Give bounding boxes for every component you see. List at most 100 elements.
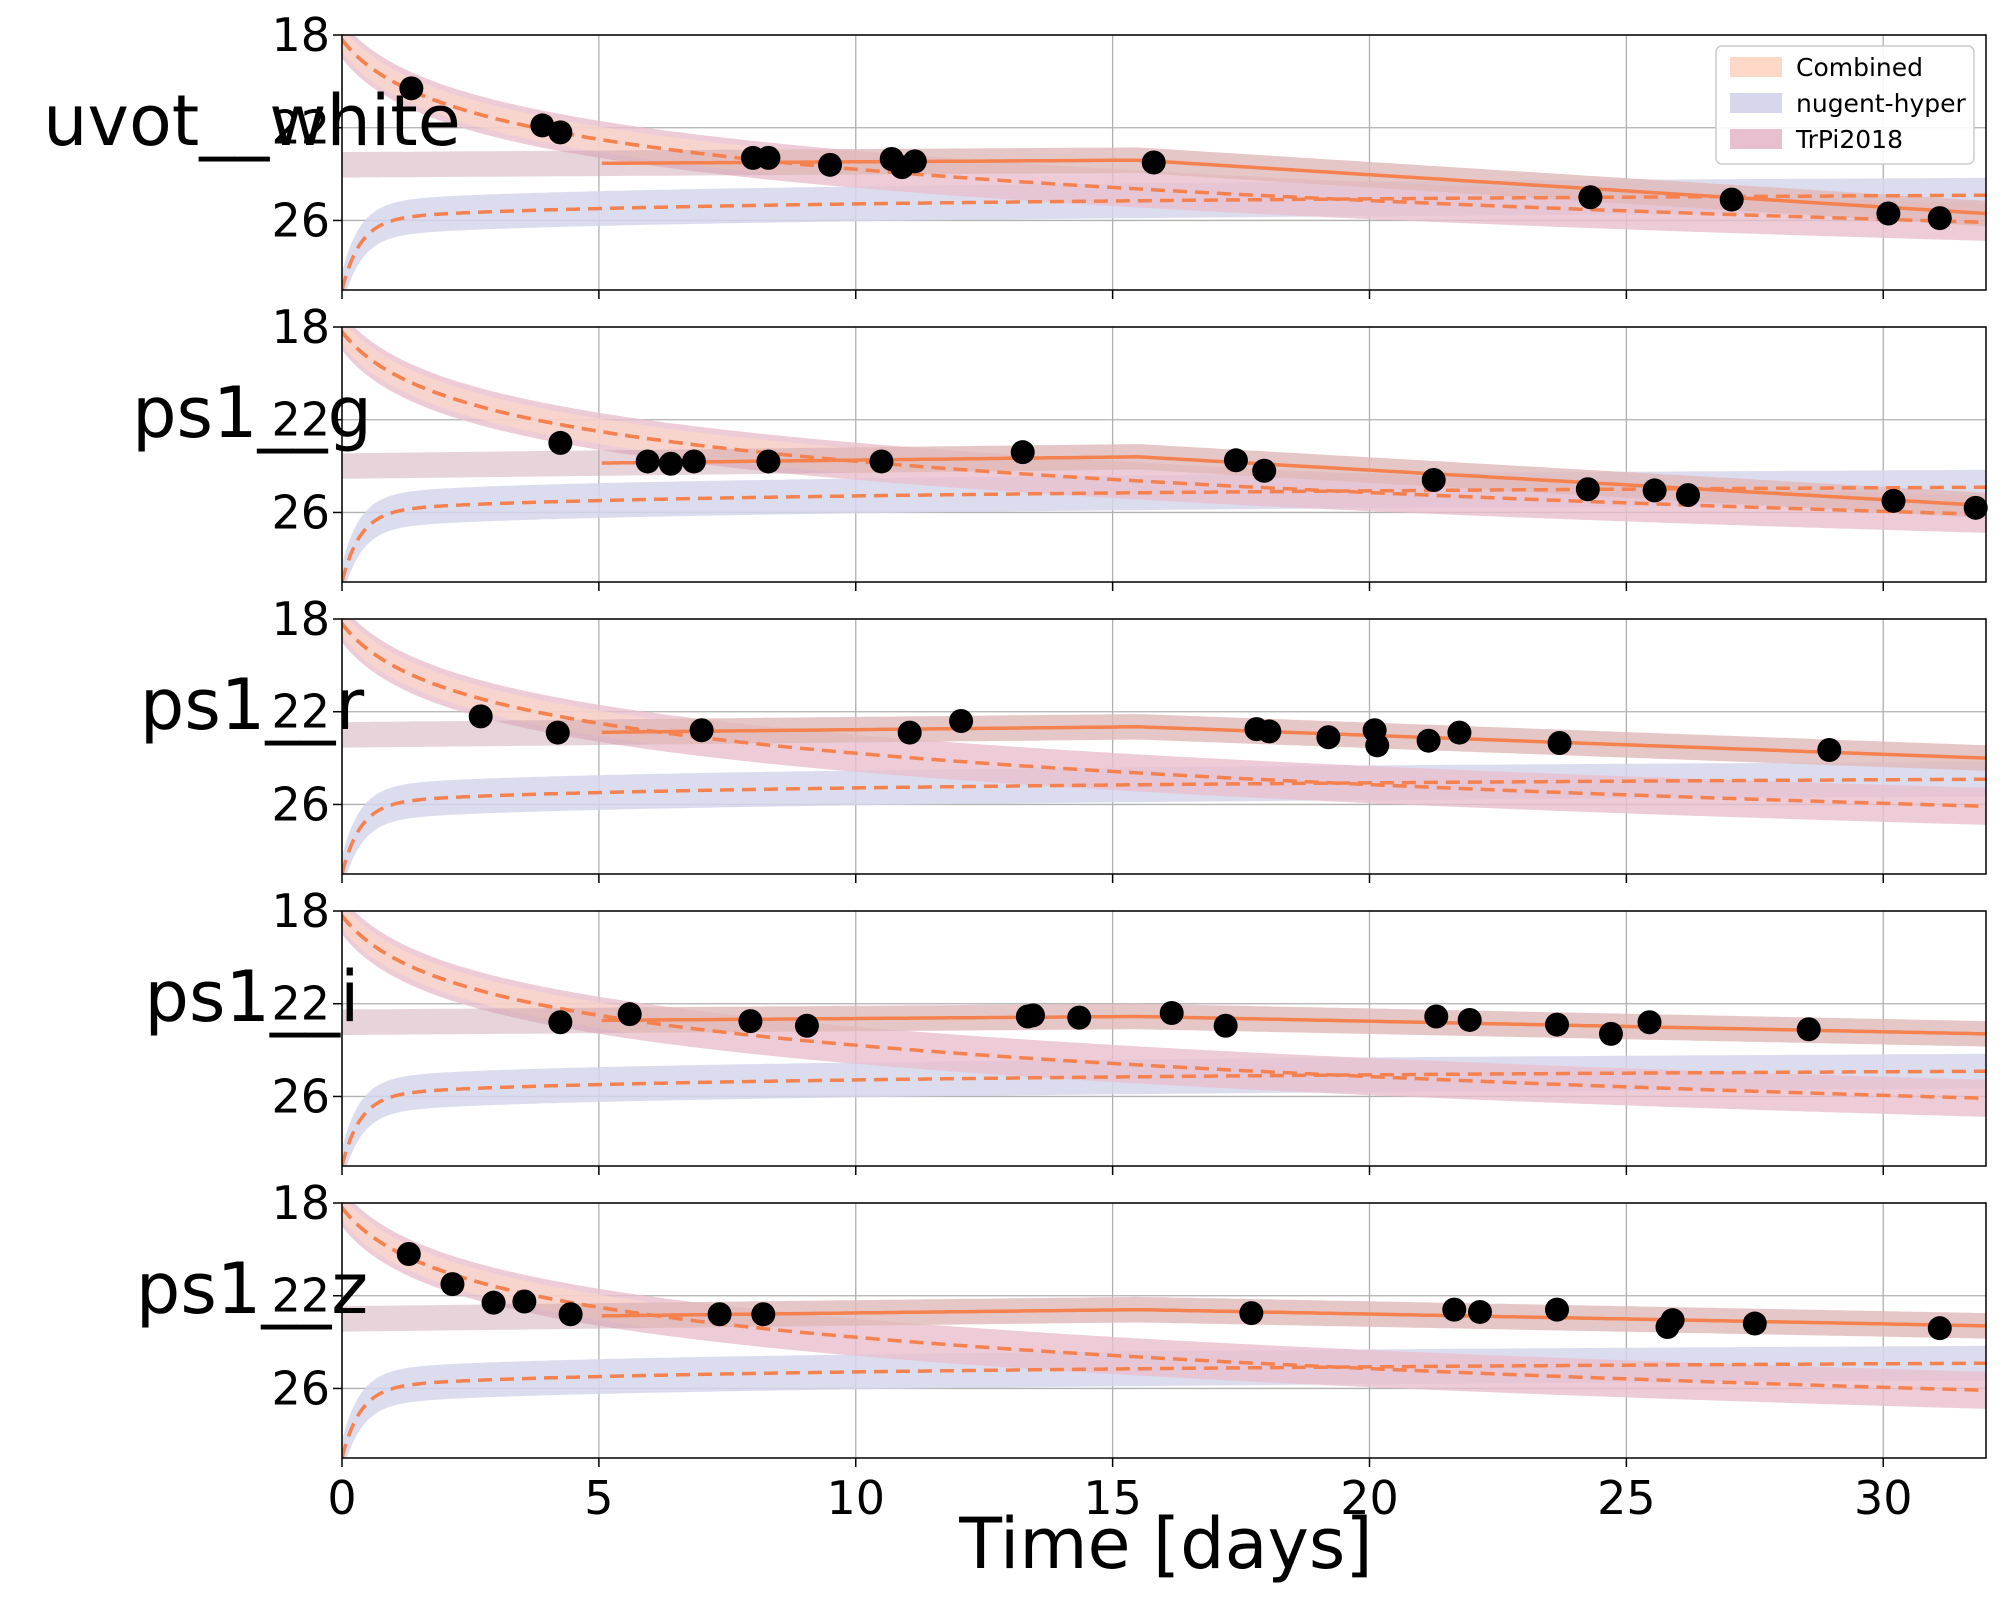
data-point: [1257, 719, 1282, 744]
data-point: [1067, 1005, 1092, 1030]
data-point: [1637, 1010, 1662, 1035]
data-point: [1442, 1297, 1467, 1322]
panel-label: ps1__i: [145, 956, 360, 1038]
data-point: [1141, 150, 1166, 175]
data-point: [1457, 1007, 1482, 1032]
y-tick-label: 18: [271, 592, 330, 646]
main-band: [342, 714, 1986, 771]
panel-label: ps1__r: [140, 664, 364, 746]
panel-ps1-r: 18 22 26 ps1__r: [140, 592, 1987, 883]
data-point: [1447, 720, 1472, 745]
y-tick-label: 18: [271, 1176, 330, 1230]
data-point: [902, 149, 927, 174]
panel-frame: [341, 618, 1987, 875]
data-point: [707, 1302, 732, 1327]
data-point: [1963, 495, 1988, 520]
combined-band: [342, 619, 1986, 771]
legend-swatch: [1730, 129, 1782, 149]
legend-swatch: [1730, 93, 1782, 113]
data-point: [818, 152, 843, 177]
data-point: [1239, 1301, 1264, 1326]
data-point: [1927, 206, 1952, 231]
data-point: [1547, 731, 1572, 756]
data-point: [1421, 468, 1446, 492]
data-point: [1676, 483, 1701, 508]
data-point: [756, 145, 781, 170]
data-point: [468, 704, 493, 729]
legend-swatch: [1730, 57, 1782, 77]
y-tick-label: 22: [271, 685, 330, 739]
nugent-hyper-line: [342, 485, 1986, 582]
data-point: [1213, 1013, 1238, 1038]
data-point: [1159, 1001, 1184, 1025]
combined-line-dashed: [342, 914, 698, 1022]
legend-label: Combined: [1796, 53, 1923, 82]
y-tick-label: 22: [271, 977, 330, 1031]
y-tick-label: 18: [271, 884, 330, 938]
data-point: [1817, 737, 1842, 762]
panel-ps1-z: 18 22 26 ps1__z 0 5 10 15 20 25 30: [136, 1176, 1987, 1525]
combined-line-dashed: [342, 330, 699, 447]
panel-ps1-i: 18 22 26 ps1__i: [145, 884, 1987, 1175]
combined-line-dashed: [342, 622, 698, 734]
data-point: [897, 720, 922, 745]
combined-band: [342, 35, 1986, 227]
data-point: [738, 1009, 763, 1034]
x-tick-label: 0: [327, 1471, 356, 1525]
data-point: [1598, 1021, 1623, 1046]
panel-label: uvot__white: [43, 80, 461, 162]
y-tick-label: 18: [271, 8, 330, 62]
panel-label: ps1__z: [136, 1248, 368, 1330]
combined-band: [342, 1203, 1986, 1339]
nugent-hyper-line: [342, 1361, 1986, 1458]
data-point: [548, 120, 573, 145]
plot-area: [342, 327, 1986, 582]
panels-group: 18 22 26 uvot__white 18 22 26 ps1__g 18 22 26 ps1__…: [43, 8, 1988, 1525]
y-tick-label: 26: [271, 777, 330, 831]
data-point: [1416, 728, 1441, 753]
data-point: [949, 709, 974, 733]
data-point: [530, 113, 555, 138]
data-point: [1742, 1311, 1767, 1336]
data-point: [751, 1302, 776, 1327]
plot-area: [342, 911, 1986, 1166]
data-point: [1223, 448, 1248, 473]
x-tick-label: 25: [1597, 1471, 1656, 1525]
data-point: [689, 718, 714, 743]
panel-frame: [341, 910, 1987, 1167]
data-point: [1020, 1003, 1045, 1028]
data-point: [869, 449, 894, 474]
data-point: [548, 430, 573, 455]
x-axis-label: Time [days]: [958, 1503, 1372, 1585]
data-point: [1642, 478, 1667, 503]
data-point: [1316, 725, 1341, 750]
data-point: [658, 451, 683, 476]
panel-frame: [341, 34, 1987, 291]
y-tick-label: 18: [271, 300, 330, 354]
data-point: [1881, 488, 1906, 513]
data-point: [481, 1290, 506, 1315]
y-tick-label: 26: [271, 193, 330, 247]
y-tick-label: 26: [271, 1069, 330, 1123]
data-point: [1575, 477, 1600, 502]
y-tick-label: 22: [271, 101, 330, 155]
legend-label: TrPi2018: [1795, 125, 1903, 154]
x-tick-label: 10: [826, 1471, 885, 1525]
y-tick-label: 22: [271, 1269, 330, 1323]
y-tick-label: 22: [271, 393, 330, 447]
plot-area: [342, 619, 1986, 874]
panel-frame: [341, 326, 1987, 583]
data-point: [1424, 1004, 1449, 1029]
legend[interactable]: Combined nugent-hyper TrPi2018: [1715, 45, 1975, 165]
data-point: [617, 1002, 642, 1027]
data-point: [1545, 1012, 1570, 1037]
nugent-hyper-line: [342, 193, 1986, 290]
data-point: [558, 1302, 583, 1327]
combined-line-dashed: [342, 38, 699, 155]
data-point: [545, 720, 570, 745]
panel-frame: [341, 1202, 1987, 1459]
data-point: [1545, 1297, 1570, 1322]
panel-uvot-white: 18 22 26 uvot__white: [43, 8, 1987, 299]
main-band: [342, 1296, 1986, 1339]
